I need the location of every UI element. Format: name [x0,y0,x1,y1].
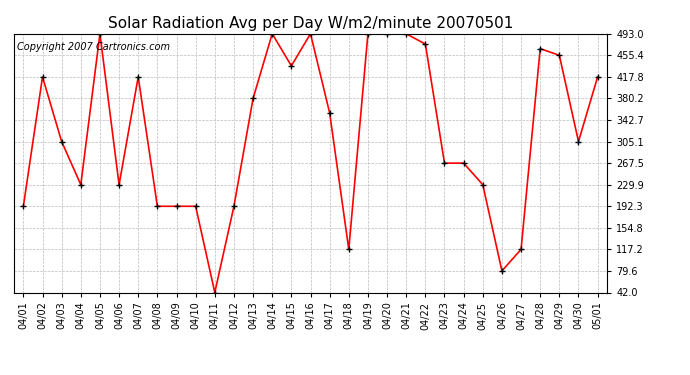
Text: Copyright 2007 Cartronics.com: Copyright 2007 Cartronics.com [17,42,170,51]
Title: Solar Radiation Avg per Day W/m2/minute 20070501: Solar Radiation Avg per Day W/m2/minute … [108,16,513,31]
